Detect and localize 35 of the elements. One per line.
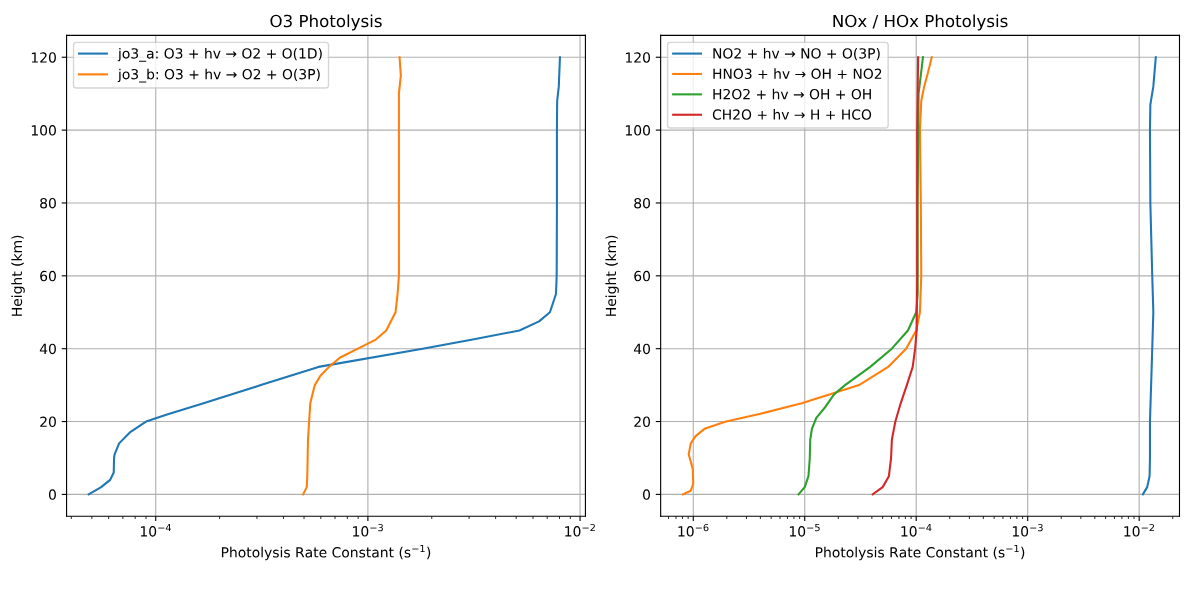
legend-label: NO2 + hv → NO + O(3P) [713, 47, 880, 61]
y-tick-label: 120 [625, 52, 651, 63]
y-tick-label: 60 [40, 270, 56, 282]
legend-label: H2O2 + hv → OH + OH [713, 88, 871, 100]
x-tick-label: 10$^{−5}$ [789, 524, 820, 537]
y-tick-label: 100 [31, 125, 56, 136]
x-tick-label: 10$^{−2}$ [565, 523, 595, 537]
y-axis-title: Height (km) [11, 235, 25, 316]
y-axis-title: Height (km) [605, 235, 619, 316]
line-series [1141, 56, 1157, 496]
legend-label: jo3_b: O3 + hv → O2 + O(3P) [117, 68, 320, 83]
y-tick-label: 0 [48, 489, 56, 500]
y-tick-label: 40 [39, 343, 56, 355]
x-tick-label: 10$^{−4}$ [901, 524, 932, 537]
x-axis-title: Photolysis Rate Constant (s$^{−1}$) [221, 544, 431, 561]
y-tick-label: 20 [40, 416, 56, 428]
x-axis-title: Photolysis Rate Constant (s$^{−1}$) [816, 544, 1025, 561]
legend-label: jo3_a: O3 + hv → O2 + O(1D) [117, 47, 322, 62]
y-tick-label: 0 [643, 489, 651, 500]
y-tick-label: 80 [40, 197, 56, 209]
x-tick-label: 10$^{−3}$ [1012, 523, 1043, 537]
x-tick-label: 10$^{−3}$ [353, 523, 383, 537]
y-tick-label: 100 [625, 125, 651, 136]
x-tick-label: 10$^{−4}$ [140, 524, 172, 537]
y-tick-label: 120 [31, 52, 56, 63]
y-tick-label: 40 [633, 343, 651, 355]
legend-label: HNO3 + hv → OH + NO2 [713, 68, 882, 80]
x-tick-label: 10$^{−2}$ [1124, 523, 1155, 537]
legend-label: CH2O + hv → H + HCO [712, 109, 872, 120]
chart-title: O3 Photolysis [270, 14, 382, 31]
chart-title: NOx / HOx Photolysis [833, 14, 1008, 31]
y-tick-label: 60 [634, 270, 651, 282]
y-tick-label: 20 [634, 416, 651, 428]
x-tick-label: 10$^{−6}$ [678, 523, 709, 537]
y-tick-label: 80 [634, 197, 651, 209]
